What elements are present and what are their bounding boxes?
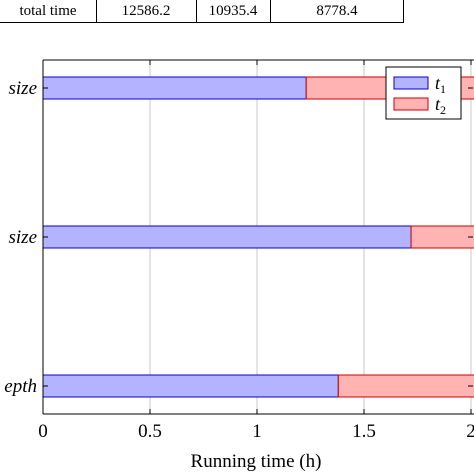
legend-label: t1: [435, 73, 446, 96]
category-label: size: [9, 227, 38, 248]
table-bottom-rule: [0, 22, 404, 23]
x-tick-label: 2: [466, 421, 474, 442]
bar-1-size: [42, 225, 412, 249]
legend-label-subscript: 1: [440, 82, 446, 96]
category-label: epth: [4, 376, 37, 397]
bars: [42, 76, 474, 398]
bar-1-depth: [42, 374, 339, 398]
category-label: size: [9, 78, 38, 99]
table-row-label: total time: [19, 3, 77, 19]
table-cell-1: 12586.2: [121, 3, 171, 19]
x-tick-label: 0.5: [138, 421, 162, 442]
table-divider: [403, 0, 404, 22]
x-tick-label: 1.5: [352, 421, 376, 442]
bar-2-depth: [337, 374, 474, 398]
table-divider: [196, 0, 197, 22]
x-tick-label: 0: [38, 421, 48, 442]
table-divider: [270, 0, 271, 22]
table-divider: [96, 0, 97, 22]
table-cell-2: 10935.4: [208, 3, 258, 19]
legend-swatch: [393, 97, 429, 111]
legend-box: [385, 66, 462, 120]
legend-swatch: [393, 76, 429, 90]
x-axis-label: Running time (h): [191, 451, 322, 472]
bar-1-size: [42, 76, 307, 100]
legend-label: t2: [435, 94, 446, 117]
results-table: total time 12586.2 10935.4 8778.4: [0, 0, 474, 24]
axes: [42, 59, 474, 415]
labels: 00.511.522.533.54sizesizeepthRunning tim…: [4, 78, 474, 472]
bar-2-size: [410, 225, 474, 249]
legend-label-subscript: 2: [440, 103, 446, 117]
table-cell-3: 8778.4: [316, 3, 358, 19]
x-tick-label: 1: [252, 421, 262, 442]
